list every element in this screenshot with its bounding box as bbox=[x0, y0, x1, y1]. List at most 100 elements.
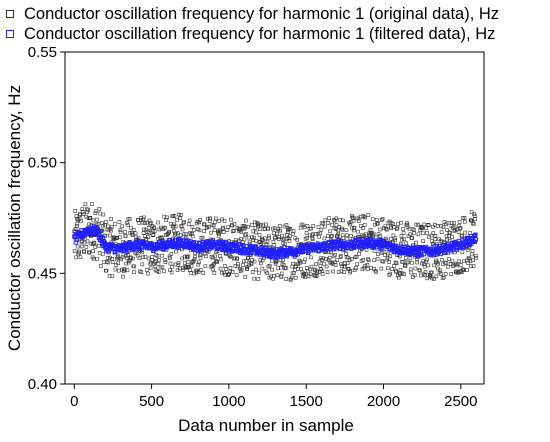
data-point-original bbox=[146, 235, 150, 240]
data-point-original bbox=[330, 234, 334, 238]
data-point-filtered bbox=[97, 230, 102, 235]
data-point-original bbox=[146, 271, 150, 276]
data-point-original bbox=[465, 268, 469, 272]
data-point-original bbox=[401, 227, 405, 231]
data-point-original bbox=[379, 266, 384, 271]
data-point-original bbox=[256, 277, 261, 281]
data-point-original bbox=[459, 234, 464, 239]
data-point-original bbox=[93, 244, 97, 249]
data-point-original bbox=[94, 209, 99, 213]
data-point-original bbox=[426, 223, 431, 228]
data-point-original bbox=[228, 254, 232, 259]
data-point-original bbox=[232, 256, 237, 261]
data-point-original bbox=[104, 268, 109, 273]
data-point-filtered bbox=[74, 237, 79, 242]
data-point-original bbox=[276, 228, 281, 233]
data-point-original bbox=[73, 209, 78, 213]
data-point-original bbox=[148, 266, 153, 271]
data-point-original bbox=[425, 257, 429, 262]
data-point-original bbox=[393, 260, 398, 265]
data-point-original bbox=[404, 241, 408, 245]
data-point-original bbox=[278, 228, 283, 233]
data-point-original bbox=[83, 202, 88, 207]
data-point-original bbox=[198, 218, 202, 222]
data-point-original bbox=[391, 233, 396, 238]
data-point-original bbox=[267, 236, 271, 240]
data-point-original bbox=[275, 226, 280, 231]
plot-area bbox=[64, 51, 485, 385]
data-point-original bbox=[281, 241, 286, 245]
data-point-original bbox=[474, 256, 478, 260]
data-point-original bbox=[101, 223, 105, 228]
data-point-original bbox=[131, 264, 136, 269]
data-point-original bbox=[265, 271, 270, 276]
data-point-original bbox=[112, 222, 117, 226]
data-point-original bbox=[219, 257, 223, 262]
data-point-original bbox=[179, 213, 183, 217]
data-point-original bbox=[151, 233, 156, 237]
data-point-original bbox=[196, 262, 201, 267]
data-point-original bbox=[208, 216, 213, 221]
data-point-original bbox=[147, 231, 151, 236]
data-point-filtered bbox=[398, 243, 403, 248]
data-point-original bbox=[219, 270, 224, 275]
data-point-original bbox=[356, 216, 361, 221]
data-point-original bbox=[326, 221, 330, 225]
data-point-original bbox=[75, 221, 80, 226]
data-point-original bbox=[451, 262, 456, 267]
data-point-filtered bbox=[320, 246, 325, 252]
data-point-original bbox=[299, 222, 304, 227]
data-point-original bbox=[197, 228, 202, 233]
data-point-original bbox=[341, 218, 345, 223]
data-point-original bbox=[242, 226, 247, 231]
y-tick-label: 0.45 bbox=[28, 265, 57, 282]
data-point-original bbox=[98, 211, 103, 216]
data-point-original bbox=[469, 210, 474, 214]
data-point-original bbox=[153, 264, 158, 268]
data-point-original bbox=[182, 254, 187, 259]
data-point-original bbox=[141, 231, 146, 235]
data-point-original bbox=[105, 256, 110, 260]
data-point-original bbox=[271, 231, 276, 235]
data-point-original bbox=[190, 224, 195, 229]
data-point-original bbox=[412, 231, 416, 236]
data-point-original bbox=[271, 240, 276, 244]
data-point-original bbox=[333, 253, 337, 257]
data-point-original bbox=[416, 222, 420, 227]
data-point-original bbox=[416, 232, 421, 237]
data-point-original bbox=[412, 228, 416, 232]
data-point-original bbox=[243, 274, 248, 279]
data-point-original bbox=[334, 223, 339, 227]
x-tick-label: 1500 bbox=[290, 393, 323, 410]
data-point-original bbox=[349, 257, 354, 261]
data-point-original bbox=[420, 231, 425, 236]
data-point-original bbox=[408, 267, 413, 272]
data-point-original bbox=[174, 249, 178, 254]
data-point-original bbox=[403, 256, 408, 260]
data-point-original bbox=[84, 245, 89, 249]
data-point-original bbox=[132, 270, 136, 274]
data-point-original bbox=[298, 259, 302, 264]
data-point-original bbox=[378, 227, 382, 232]
data-point-original bbox=[143, 227, 148, 232]
data-point-original bbox=[323, 218, 328, 222]
data-point-filtered bbox=[473, 237, 479, 242]
data-point-original bbox=[191, 259, 196, 263]
data-point-original bbox=[275, 231, 279, 236]
data-point-original bbox=[446, 264, 450, 269]
x-tick-label: 0 bbox=[70, 393, 78, 410]
data-point-original bbox=[232, 222, 237, 226]
data-point-original bbox=[74, 224, 79, 228]
data-point-original bbox=[138, 218, 143, 222]
data-point-original bbox=[342, 270, 346, 274]
data-point-original bbox=[313, 262, 318, 267]
data-point-original bbox=[200, 235, 205, 240]
data-point-original bbox=[387, 260, 391, 264]
data-point-original bbox=[255, 222, 260, 226]
data-point-original bbox=[190, 231, 194, 236]
data-point-original bbox=[366, 258, 371, 263]
data-point-original bbox=[156, 262, 161, 266]
data-point-original bbox=[163, 258, 167, 262]
data-point-original bbox=[401, 260, 406, 264]
data-point-original bbox=[431, 224, 435, 229]
